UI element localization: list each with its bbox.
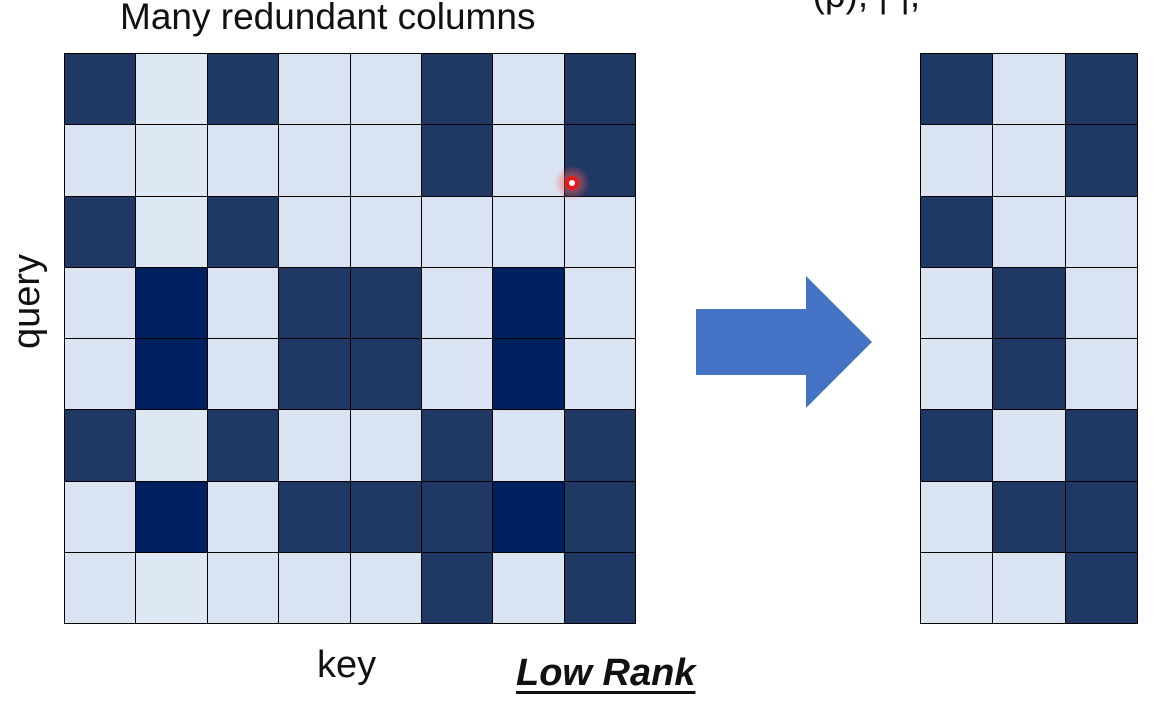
mouse-pointer-icon <box>554 165 590 201</box>
matrix-cell <box>136 125 207 196</box>
matrix-cell <box>279 54 350 125</box>
matrix-cell <box>921 54 993 125</box>
low-rank-matrix <box>920 53 1138 624</box>
matrix-cell <box>1065 125 1137 196</box>
matrix-cell <box>207 481 279 552</box>
matrix-cell <box>350 552 421 623</box>
diagram-title: Many redundant columns <box>120 0 536 37</box>
matrix-cell <box>350 481 421 552</box>
matrix-cell <box>65 481 136 552</box>
matrix-cell <box>207 125 279 196</box>
matrix-cell <box>65 54 136 125</box>
matrix-cell <box>207 552 279 623</box>
matrix-cell <box>564 267 635 338</box>
matrix-cell <box>993 125 1065 196</box>
matrix-cell <box>136 196 207 267</box>
matrix-cell <box>279 339 350 410</box>
matrix-cell <box>921 339 993 410</box>
matrix-cell <box>421 339 493 410</box>
attention-matrix <box>64 53 636 624</box>
matrix-cell <box>421 54 493 125</box>
matrix-cell <box>993 339 1065 410</box>
matrix-cell <box>207 196 279 267</box>
matrix-cell <box>207 339 279 410</box>
matrix-cell <box>921 410 993 481</box>
matrix-cell <box>564 54 635 125</box>
matrix-cell <box>207 54 279 125</box>
matrix-cell <box>993 410 1065 481</box>
matrix-cell <box>421 125 493 196</box>
matrix-cell <box>279 196 350 267</box>
matrix-cell <box>136 410 207 481</box>
matrix-cell <box>993 267 1065 338</box>
matrix-cell <box>493 125 564 196</box>
matrix-cell <box>65 267 136 338</box>
matrix-cell <box>350 410 421 481</box>
matrix-cell <box>350 54 421 125</box>
matrix-cell <box>65 196 136 267</box>
matrix-cell <box>350 267 421 338</box>
matrix-cell <box>421 410 493 481</box>
matrix-cell <box>993 54 1065 125</box>
matrix-cell <box>564 410 635 481</box>
matrix-cell <box>993 552 1065 623</box>
matrix-cell <box>1065 267 1137 338</box>
matrix-cell <box>279 125 350 196</box>
matrix-cell <box>136 552 207 623</box>
matrix-cell <box>279 552 350 623</box>
matrix-cell <box>136 54 207 125</box>
matrix-cell <box>1065 339 1137 410</box>
matrix-cell <box>421 552 493 623</box>
matrix-cell <box>279 481 350 552</box>
matrix-cell <box>207 410 279 481</box>
matrix-cell <box>136 267 207 338</box>
right-arrow-icon <box>696 276 872 408</box>
key-axis-label: key <box>317 644 377 686</box>
matrix-cell <box>350 339 421 410</box>
matrix-cell <box>493 481 564 552</box>
matrix-cell <box>921 267 993 338</box>
matrix-cell <box>421 196 493 267</box>
query-axis-label: query <box>6 253 49 350</box>
matrix-cell <box>65 125 136 196</box>
matrix-cell <box>921 552 993 623</box>
matrix-cell <box>564 481 635 552</box>
clipped-top-text: · (p), |·|, <box>790 0 920 16</box>
matrix-cell <box>1065 410 1137 481</box>
matrix-cell <box>564 196 635 267</box>
matrix-cell <box>564 552 635 623</box>
matrix-cell <box>421 481 493 552</box>
matrix-cell <box>1065 481 1137 552</box>
matrix-cell <box>1065 54 1137 125</box>
matrix-cell <box>493 410 564 481</box>
matrix-cell <box>136 481 207 552</box>
matrix-cell <box>279 410 350 481</box>
matrix-cell <box>564 339 635 410</box>
matrix-cell <box>136 339 207 410</box>
matrix-cell <box>993 481 1065 552</box>
low-rank-label: Low Rank <box>516 652 696 694</box>
matrix-cell <box>493 54 564 125</box>
matrix-cell <box>65 552 136 623</box>
matrix-cell <box>207 267 279 338</box>
matrix-cell <box>493 339 564 410</box>
matrix-cell <box>279 267 350 338</box>
matrix-cell <box>1065 196 1137 267</box>
matrix-cell <box>921 481 993 552</box>
matrix-cell <box>350 196 421 267</box>
matrix-cell <box>1065 552 1137 623</box>
matrix-cell <box>921 196 993 267</box>
matrix-cell <box>350 125 421 196</box>
matrix-cell <box>993 196 1065 267</box>
matrix-cell <box>493 196 564 267</box>
matrix-cell <box>65 410 136 481</box>
matrix-cell <box>493 552 564 623</box>
matrix-cell <box>493 267 564 338</box>
matrix-cell <box>921 125 993 196</box>
matrix-cell <box>65 339 136 410</box>
matrix-cell <box>421 267 493 338</box>
